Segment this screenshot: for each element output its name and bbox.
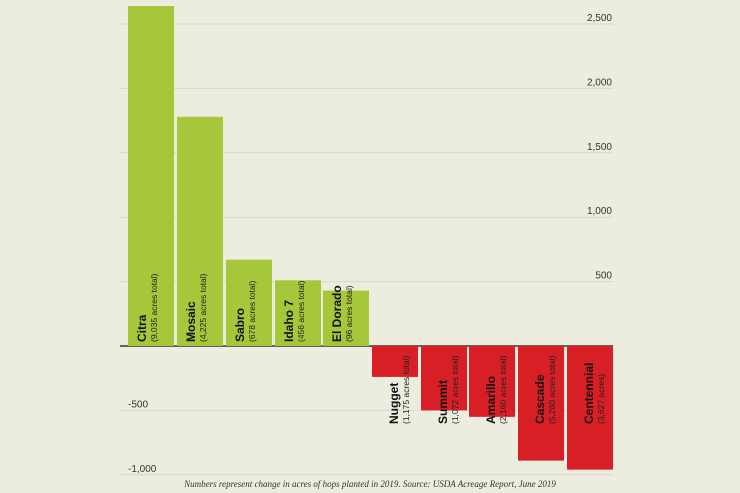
bar-nugget [372,346,418,377]
total-acres-label: (2,160 acres total) [498,355,508,424]
category-label: Idaho 7 [282,300,296,342]
total-acres-label: (1,072 acres total) [450,355,460,424]
bar-label-group: Summit (1,072 acres total) [436,355,460,424]
bar-label-group: Sabro (678 acres total) [233,280,257,342]
bar-idaho-7 [275,280,321,346]
bar-citra [128,5,174,347]
y-tick-label: 2,500 [587,13,612,24]
source-note: Numbers represent change in acres of hop… [183,479,556,489]
y-tick-label: -500 [128,399,148,410]
category-label: Mosaic [184,301,198,342]
bar-label-group: Idaho 7 (456 acres total) [282,280,306,342]
total-acres-label: (678 acres total) [247,280,257,342]
bar-label-group: Cascade (5,280 acres total) [533,355,557,424]
bar-cascade [518,346,564,461]
y-tick-label: 1,500 [587,142,612,153]
category-label: Nugget [387,383,401,424]
bar-label-group: Amarillo (2,160 acres total) [484,355,508,424]
bar-mosaic [177,116,223,347]
total-acres-label: (4,225 acres total) [198,273,208,342]
category-label: Centennial [582,363,596,424]
bar-label-group: Nugget (1,175 acres total) [387,355,411,424]
category-label: Amarillo [484,376,498,424]
bar-summit [421,346,467,411]
y-tick-label: 2,000 [587,77,612,88]
total-acres-label: (5,280 acres total) [547,355,557,424]
y-tick-label: 500 [595,271,612,282]
y-tick-label: -1,000 [128,464,157,475]
total-acres-label: (1,175 acres total) [401,355,411,424]
category-label: El Dorado [330,285,344,342]
y-axis-ticks: 2,500 2,000 1,500 1,000 500 -500 -1,000 [128,13,612,475]
category-label: Summit [436,380,450,424]
total-acres-label: (3,627 acres) [596,374,606,424]
category-label: Sabro [233,308,247,342]
bar-centennial [567,346,613,470]
bars [128,5,613,470]
total-acres-label: (9,035 acres total) [149,273,159,342]
bar-label-group: Citra (9,035 acres total) [135,273,159,342]
category-label: Cascade [533,374,547,424]
y-tick-label: 1,000 [587,206,612,217]
bar-sabro [226,259,272,346]
bar-label-group: El Dorado (96 acres total) [330,285,354,342]
bar-amarillo [469,346,515,417]
total-acres-label: (456 acres total) [296,280,306,342]
bar-labels: Citra (9,035 acres total) Mosaic (4,225 acr… [135,273,606,424]
total-acres-label: (96 acres total) [344,285,354,342]
bar-label-group: Mosaic (4,225 acres total) [184,273,208,342]
category-label: Citra [135,314,149,342]
bar-label-group: Centennial (3,627 acres) [582,363,606,424]
bar-el-dorado [323,290,369,346]
